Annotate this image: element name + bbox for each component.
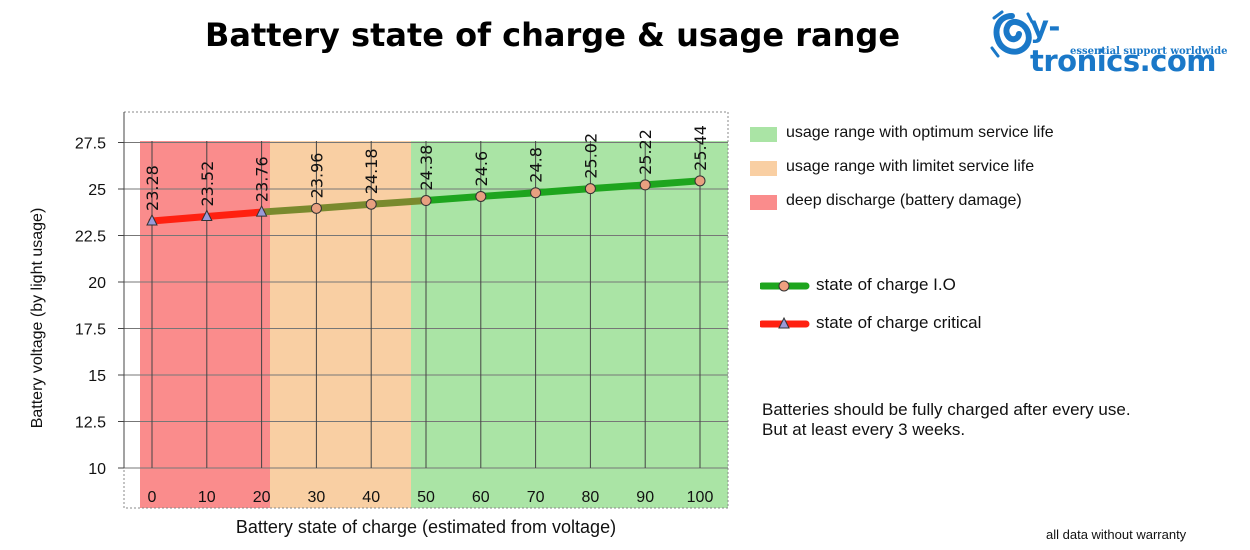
y-tick-label: 27.5 [75,136,106,153]
x-tick-label: 100 [687,489,714,506]
series-io-segment [258,204,320,216]
data-label: 24.38 [417,145,436,191]
io-point-marker [475,190,487,202]
io-point-marker [694,175,706,187]
y-tick-label: 22.5 [75,229,106,246]
io-point-marker [310,202,322,214]
x-tick-label: 0 [148,489,157,506]
series-io-segment [422,192,485,205]
io-point-marker [584,183,596,195]
y-tick-label: 20 [88,275,106,292]
logo-name: y-tronics.com [1030,10,1216,78]
legend-label-deep-discharge: deep discharge (battery damage) [786,192,1022,209]
data-label: 24.18 [362,148,381,194]
x-axis-ticks: 0 10 20 30 40 50 60 70 80 90 100 [148,489,714,506]
io-point-marker [639,179,651,191]
x-tick-label: 10 [198,489,216,506]
grid-lines [123,111,729,509]
series-io-segment [586,181,649,193]
zone-band [140,141,270,508]
critical-point-marker [255,204,268,217]
data-label: 23.96 [307,153,326,199]
note-line-2: But at least every 3 weeks. [762,420,966,439]
x-axis-label: Battery state of charge (estimated from … [235,517,617,537]
data-label: 25.02 [581,133,600,179]
data-label: 23.52 [198,161,217,207]
y-axis-label: Battery voltage (by light usage) [29,207,46,429]
x-tick-label: 70 [527,489,545,506]
zone-band [270,141,411,508]
data-label: 23.76 [253,156,272,202]
legend-swatch-deep-discharge [750,195,777,210]
y-tick-label: 15 [88,368,106,385]
x-tick-label: 20 [253,489,271,506]
y-tick-label: 25 [88,182,106,199]
y-tick-label: 10 [88,461,106,478]
x-tick-label: 60 [472,489,490,506]
data-label: 25.22 [636,129,655,175]
legend-line-critical-icon [760,316,810,329]
data-labels: 23.28 23.52 23.76 23.96 24.18 24.38 24.6 24.8 25… [143,125,710,211]
legend-swatch-optimum [750,127,777,142]
x-tick-label: 80 [582,489,600,506]
logo-swirl-icon [990,10,1034,58]
io-point-marker [365,198,377,210]
data-label: 24.6 [472,151,491,187]
warranty-note: all data without warranty [1046,527,1187,542]
chart-title: Battery state of charge & usage range [204,16,901,54]
io-point-marker [420,195,432,207]
critical-point-marker [146,213,158,226]
series-io-segment [641,177,704,189]
io-point-marker [530,187,542,199]
series-markers [146,175,706,226]
brand-logo[interactable]: y-tronics.com essential support worldwid… [988,8,1243,78]
legend-line-io-icon [760,280,810,292]
legend-label-io: state of charge I.O [816,275,956,294]
zone-band [411,141,728,508]
data-label: 23.28 [143,165,162,211]
x-tick-label: 90 [636,489,654,506]
critical-point-marker [200,209,213,222]
y-tick-label: 12.5 [75,415,106,432]
data-label: 25.44 [691,125,710,171]
logo-tagline: essential support worldwide [1070,46,1228,57]
y-tick-label: 17.5 [75,322,106,339]
legend-label-critical: state of charge critical [816,313,982,332]
data-label: 24.8 [527,147,546,183]
charging-note: Batteries should be fully charged after … [762,400,1131,440]
x-tick-label: 30 [308,489,326,506]
series-io-segment [367,197,430,208]
series-io-segment [312,200,375,212]
series-io-segment [532,185,594,197]
note-line-1: Batteries should be fully charged after … [762,400,1131,419]
legend-label-limited: usage range with limitet service life [786,158,1035,175]
legend-swatch-limited [750,161,777,176]
x-tick-label: 50 [417,489,435,506]
series-io-segment [477,189,540,200]
series-lines [148,177,704,225]
x-tick-label: 40 [362,489,380,506]
y-axis-ticks: 10 12.5 15 17.5 20 22.5 25 27.5 [75,136,124,478]
legend-label-optimum: usage range with optimum service life [786,124,1054,141]
zone-backgrounds [140,141,728,508]
